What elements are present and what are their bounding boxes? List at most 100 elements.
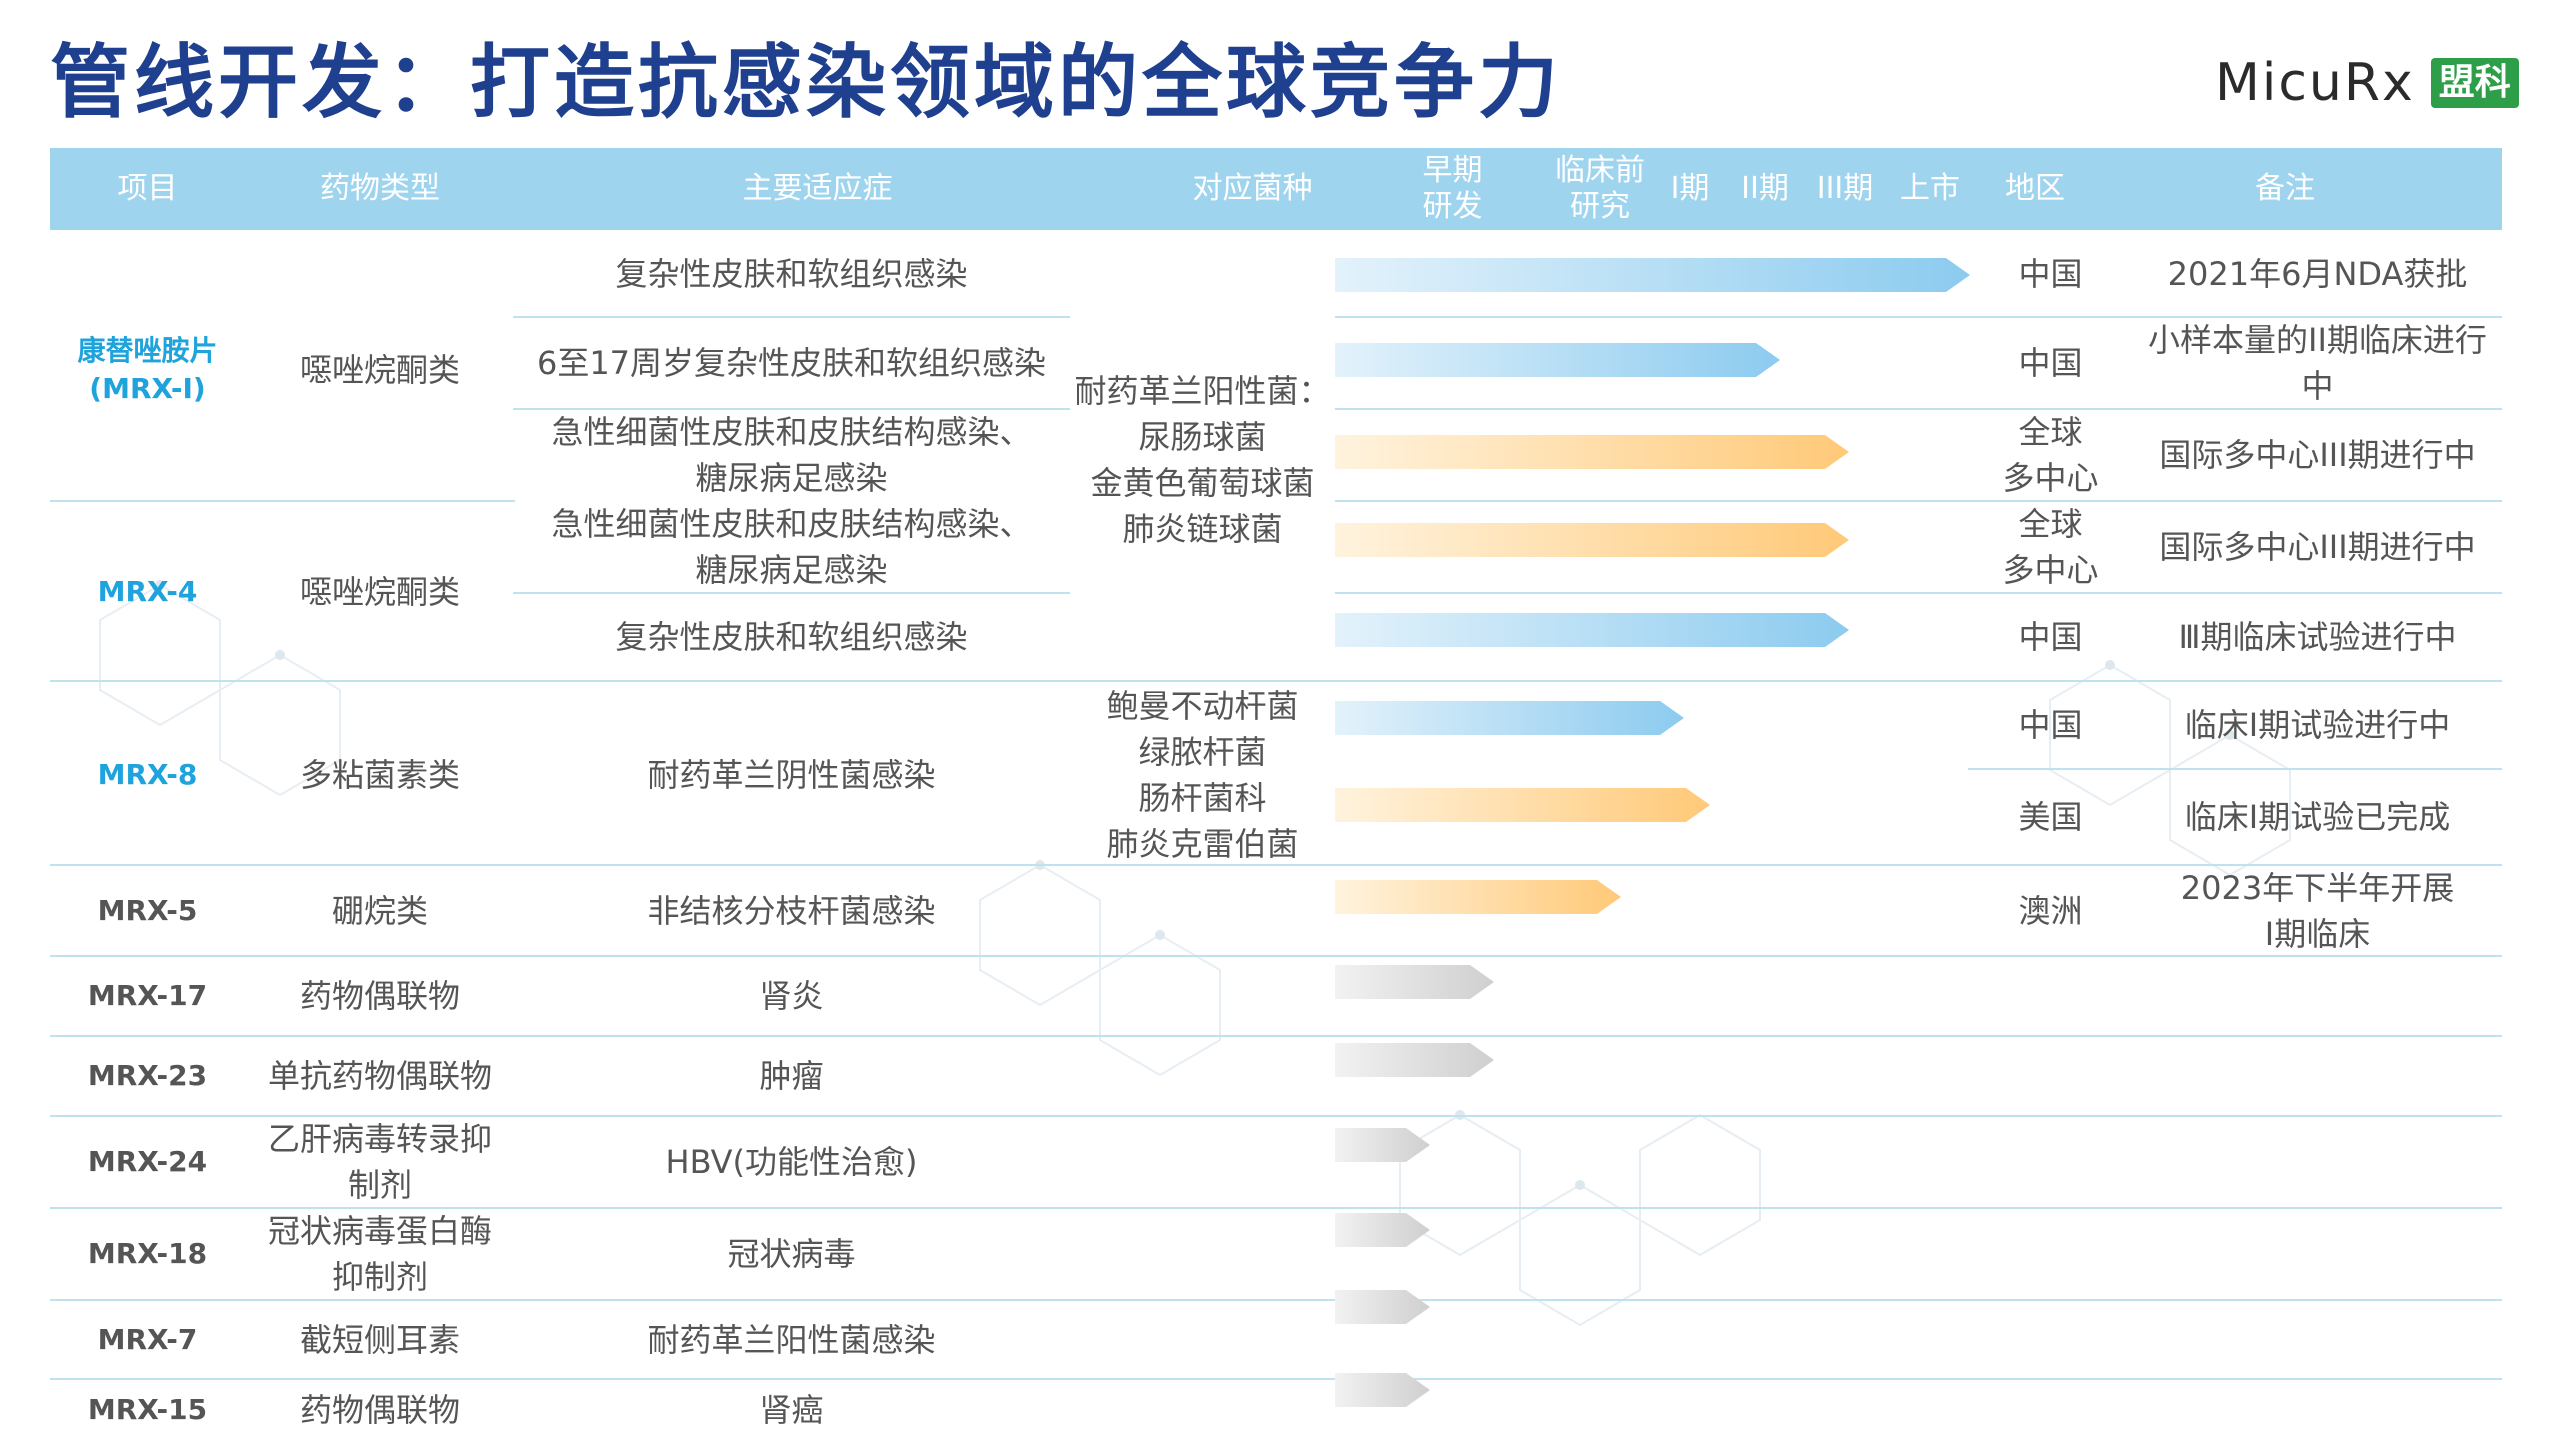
progress-arrow-blue (1335, 613, 1849, 647)
row-divider (50, 1035, 2502, 1037)
header-indication: 主要适应症 (742, 171, 893, 206)
drug-type: 单抗药物偶联物 (267, 1057, 492, 1095)
region: 全球 多中心 (2002, 413, 2099, 497)
row-divider (1968, 768, 2502, 770)
progress-arrow-blue (1335, 258, 1970, 292)
row-divider (1335, 500, 2502, 502)
header-preclinical: 临床前 研究 (1555, 153, 1645, 224)
page-title: 管线开发：打造抗感染领域的全球竞争力 (50, 36, 1562, 129)
indication: 冠状病毒 (727, 1235, 856, 1273)
progress-arrow-gray (1335, 1043, 1494, 1077)
region: 中国 (2018, 344, 2083, 382)
indication: 肾炎 (759, 977, 824, 1015)
header-remarks: 备注 (2255, 171, 2315, 206)
progress-arrow-blue (1335, 701, 1684, 735)
project-code: MRX-23 (87, 1059, 208, 1092)
indication: 急性细菌性皮肤和皮肤结构感染、 糖尿病足感染 (551, 413, 1032, 497)
indication: 肾癌 (759, 1391, 824, 1429)
progress-arrow-orange (1335, 523, 1849, 557)
project-code: MRX-7 (97, 1323, 198, 1356)
header-early: 早期 研发 (1422, 153, 1483, 224)
indication: 复杂性皮肤和软组织感染 (615, 618, 968, 656)
project-code: 康替唑胺片 (MRX-I) (77, 334, 218, 405)
drug-type: 截短侧耳素 (299, 1321, 460, 1359)
company-logo: MicuRx 盟科 (2215, 48, 2519, 118)
row-divider (50, 864, 2502, 866)
drug-type: 冠状病毒蛋白酶 抑制剂 (267, 1212, 492, 1296)
project-code: MRX-4 (97, 575, 198, 608)
row-divider (50, 680, 2502, 682)
indication: 非结核分枝杆菌感染 (647, 892, 936, 930)
drug-type: 药物偶联物 (299, 1391, 460, 1429)
header-phase3: III期 (1816, 171, 1874, 206)
header-phase2: II期 (1741, 171, 1789, 206)
remark: 临床I期试验进行中 (2184, 706, 2451, 744)
row-divider (50, 1115, 2502, 1117)
drug-type: 噁唑烷酮类 (299, 573, 460, 611)
indication: HBV(功能性治愈) (665, 1143, 918, 1181)
indication: 6至17周岁复杂性皮肤和软组织感染 (536, 344, 1047, 382)
remark: 2023年下半年开展 I期临床 (2180, 869, 2455, 953)
indication: 复杂性皮肤和软组织感染 (615, 255, 968, 293)
drug-type: 噁唑烷酮类 (299, 351, 460, 389)
logo-cn-badge: 盟科 (2430, 58, 2519, 108)
header-phase1: I期 (1670, 171, 1710, 206)
pathogen-gram-positive: 耐药革兰阳性菌： 尿肠球菌 金黄色葡萄球菌 肺炎链球菌 (1074, 372, 1331, 548)
remark: 2021年6月NDA获批 (2167, 255, 2468, 293)
row-divider (513, 592, 1070, 594)
progress-arrow-orange (1335, 880, 1621, 914)
row-divider (50, 955, 2502, 957)
row-divider (1335, 408, 2502, 410)
project-code: MRX-15 (87, 1393, 208, 1426)
progress-arrow-gray (1335, 1373, 1430, 1407)
row-divider (513, 408, 1070, 410)
row-divider (1335, 592, 2502, 594)
project-code: MRX-17 (87, 979, 208, 1012)
drug-type: 药物偶联物 (299, 977, 460, 1015)
project-code: MRX-5 (97, 894, 198, 927)
drug-type: 硼烷类 (331, 892, 428, 930)
remark: 临床I期试验已完成 (2184, 798, 2451, 836)
table-header: 项目 药物类型 主要适应症 对应菌种 早期 研发 临床前 研究 I期 II期 I… (50, 148, 2502, 230)
logo-wordmark: MicuRx (2215, 53, 2415, 113)
project-code: MRX-8 (97, 758, 198, 791)
header-pathogen: 对应菌种 (1192, 171, 1313, 206)
region: 中国 (2018, 706, 2083, 744)
region: 全球 多中心 (2002, 505, 2099, 589)
remark: Ⅲ期临床试验进行中 (2178, 618, 2457, 656)
progress-arrow-gray (1335, 1128, 1430, 1162)
header-drug-type: 药物类型 (320, 171, 440, 206)
project-code: MRX-18 (87, 1237, 208, 1270)
row-divider (50, 1207, 2502, 1209)
remark: 国际多中心III期进行中 (2159, 528, 2476, 566)
progress-arrow-orange (1335, 788, 1710, 822)
header-market: 上市 (1900, 171, 1960, 206)
progress-arrow-gray (1335, 965, 1494, 999)
row-divider (1335, 316, 2502, 318)
row-divider (50, 1378, 2502, 1380)
header-project: 项目 (117, 171, 178, 206)
indication: 急性细菌性皮肤和皮肤结构感染、 糖尿病足感染 (551, 505, 1032, 589)
row-divider (50, 500, 515, 502)
project-code: MRX-24 (87, 1145, 208, 1178)
progress-arrow-gray (1335, 1213, 1430, 1247)
progress-arrow-blue (1335, 343, 1780, 377)
drug-type: 乙肝病毒转录抑 制剂 (267, 1120, 492, 1204)
drug-type: 多粘菌素类 (299, 756, 460, 794)
row-divider (513, 316, 1070, 318)
pathogen-gram-negative: 鲍曼不动杆菌 绿脓杆菌 肠杆菌科 肺炎克雷伯菌 (1106, 687, 1299, 863)
progress-arrow-orange (1335, 435, 1849, 469)
progress-arrow-gray (1335, 1290, 1430, 1324)
region: 中国 (2018, 618, 2083, 656)
region: 美国 (2018, 798, 2083, 836)
remark: 国际多中心III期进行中 (2159, 436, 2476, 474)
header-region: 地区 (2005, 171, 2065, 206)
indication: 耐药革兰阳性菌感染 (647, 1321, 936, 1359)
region: 中国 (2018, 255, 2083, 293)
row-divider (50, 1299, 2502, 1301)
indication: 肿瘤 (759, 1057, 824, 1095)
indication: 耐药革兰阴性菌感染 (647, 756, 936, 794)
region: 澳洲 (2018, 892, 2083, 930)
remark: 小样本量的II期临床进行 中 (2148, 321, 2487, 405)
